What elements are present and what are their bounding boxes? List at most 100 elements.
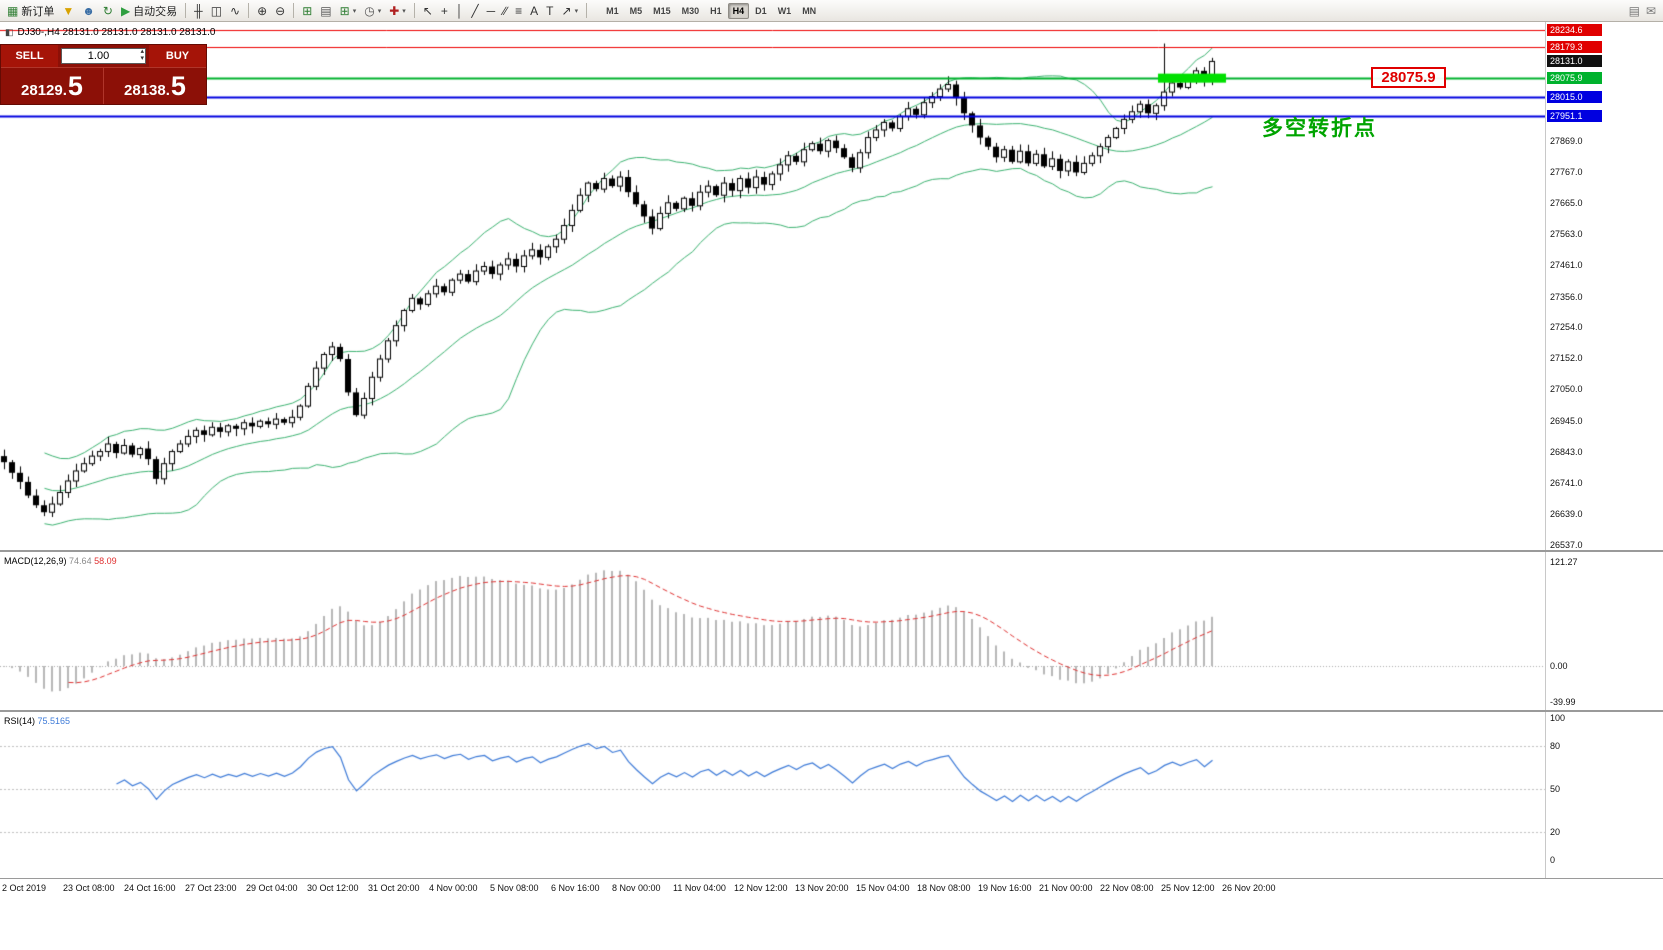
chart-candles-type-icon: ◫: [210, 3, 223, 18]
sell-price-main: 28129.: [21, 82, 67, 99]
zoom-out-icon: ⊖: [275, 3, 286, 18]
macd-axis-tick: -39.99: [1550, 697, 1576, 707]
dropdown-arrow-icon: ▾: [377, 7, 382, 15]
timeframe-h1-button[interactable]: H1: [710, 5, 722, 16]
time-axis-label: 13 Nov 20:00: [795, 883, 849, 893]
rsi-axis-tick: 20: [1550, 826, 1561, 837]
timeframe-w1-button[interactable]: W1: [777, 5, 792, 16]
time-axis-label: 31 Oct 20:00: [368, 883, 420, 893]
macd-axis-tick: 121.27: [1550, 557, 1578, 567]
main-chart-panel: [0, 22, 1545, 550]
time-axis-label: 4 Nov 00:00: [429, 883, 478, 893]
crosshair-button[interactable]: +: [437, 1, 452, 21]
price-axis-tick: 27665.0: [1550, 197, 1583, 208]
label-button[interactable]: T: [542, 1, 557, 21]
toolbar-separator: [248, 3, 250, 18]
trendline-button[interactable]: ╱: [467, 1, 482, 21]
price-axis-badge: 28015.0: [1547, 90, 1602, 103]
periods-button[interactable]: ◷ ▾: [360, 1, 385, 21]
dropdown-arrow-icon: ▾: [352, 7, 357, 15]
chart-annotation-text: 多空转折点: [1262, 117, 1377, 140]
rsi-label: RSI(14) 75.5165: [4, 716, 70, 726]
timeframe-mn-button[interactable]: MN: [802, 5, 817, 16]
price-axis-tick: 27869.0: [1550, 135, 1583, 146]
chart-bars-type-button[interactable]: ╫: [190, 1, 207, 21]
macd-main-value: 74.64: [69, 556, 92, 566]
time-axis-label: 23 Oct 08:00: [63, 883, 115, 893]
time-axis-label: 8 Nov 00:00: [612, 883, 661, 893]
indicators-button[interactable]: ✚ ▾: [385, 1, 410, 21]
buy-button[interactable]: BUY: [149, 45, 206, 67]
buy-price[interactable]: 28138. 5: [103, 68, 206, 104]
sell-price[interactable]: 28129. 5: [1, 68, 103, 104]
funnel-icon-icon: ▼: [62, 3, 75, 18]
rsi-axis-tick: 0: [1550, 855, 1556, 865]
tile-windows-button[interactable]: ⊞: [298, 1, 316, 21]
main-toolbar: ▦ 新订单 ▼ ☻ ↻ ▶ 自动交易 ╫ ◫ ∿ ⊕ ⊖ ⊞ ▤ ⊞ ▾ ◷ ▾ ✚ ▾ ↖ + │ ╱ ─ ∕∕ ≡ A T ↗ ▾ M1 M…: [0, 0, 1663, 22]
candlestick-chart-canvas[interactable]: [0, 22, 1545, 550]
price-axis-tick: 26741.0: [1550, 478, 1583, 489]
time-axis-label: 18 Nov 08:00: [917, 883, 971, 893]
time-axis-label: 15 Nov 04:00: [856, 883, 910, 893]
timeframe-m1-button[interactable]: M1: [606, 5, 619, 16]
toolbar-separator: [586, 3, 588, 18]
timeframe-d1-button[interactable]: D1: [755, 5, 767, 16]
refresh-icon-button[interactable]: ↻: [99, 1, 117, 21]
volume-up-button[interactable]: ▴: [140, 48, 144, 55]
new-chart-button[interactable]: ⊞ ▾: [336, 1, 361, 21]
time-axis-label: 5 Nov 08:00: [490, 883, 539, 893]
macd-chart-canvas[interactable]: [0, 552, 1545, 710]
autotrade-button[interactable]: ▶ 自动交易: [117, 1, 181, 21]
arrows-button[interactable]: ↗ ▾: [558, 1, 583, 21]
sell-button[interactable]: SELL: [1, 45, 58, 67]
price-axis-tick: 27767.0: [1550, 166, 1583, 177]
vertical-line-button[interactable]: │: [452, 1, 468, 21]
new-order-button-label: 新订单: [21, 5, 55, 18]
rsi-chart-canvas[interactable]: [0, 712, 1545, 878]
rsi-title: RSI(14): [4, 716, 36, 726]
crosshair-icon: +: [440, 3, 448, 18]
horizontal-line-button[interactable]: ─: [483, 1, 500, 21]
timeframe-m5-button[interactable]: M5: [629, 5, 643, 16]
time-axis[interactable]: 2 Oct 2019 23 Oct 08:00 24 Oct 16:00 27 Oct…: [0, 879, 1663, 900]
status-icon-a[interactable]: ▤: [1628, 3, 1640, 18]
macd-indicator-panel: MACD(12,26,9) 74.64 58.09: [0, 552, 1545, 710]
status-icon-b[interactable]: ✉: [1645, 3, 1656, 18]
timeframe-m15-button[interactable]: M15: [653, 5, 671, 16]
price-axis-tick: 26639.0: [1550, 509, 1583, 520]
funnel-icon-button[interactable]: ▼: [58, 1, 78, 21]
time-axis-label: 12 Nov 12:00: [734, 883, 788, 893]
panel-splitter-rsi[interactable]: [0, 710, 1663, 712]
zoom-out-button[interactable]: ⊖: [271, 1, 289, 21]
price-axis-badge: 27951.1: [1547, 110, 1602, 122]
channel-button[interactable]: ∕∕: [499, 1, 511, 21]
volume-input[interactable]: [61, 48, 146, 64]
panel-splitter-macd[interactable]: [0, 550, 1663, 552]
dropdown-arrow-icon: ▾: [574, 7, 579, 15]
chart-candles-type-button[interactable]: ◫: [207, 1, 226, 21]
auto-arrange-button[interactable]: ▤: [316, 1, 335, 21]
price-axis[interactable]: 27869.0 27767.0 27665.0 27563.0 27461.0 27356…: [1545, 22, 1663, 550]
macd-label: MACD(12,26,9) 74.64 58.09: [4, 556, 117, 566]
time-axis-label: 6 Nov 16:00: [551, 883, 600, 893]
accounts-icon-icon: ☻: [82, 3, 95, 18]
cursor-button[interactable]: ↖: [419, 1, 437, 21]
label-icon: T: [546, 3, 554, 18]
time-axis-label: 29 Oct 04:00: [246, 883, 298, 893]
accounts-icon-button[interactable]: ☻: [78, 1, 99, 21]
zoom-in-button[interactable]: ⊕: [253, 1, 271, 21]
price-axis-tick: 26843.0: [1550, 447, 1583, 458]
timeframe-m30-button[interactable]: M30: [681, 5, 700, 16]
fibonacci-button[interactable]: ≡: [511, 1, 526, 21]
volume-down-button[interactable]: ▾: [140, 55, 144, 62]
price-axis-badge: 28179.3: [1547, 40, 1602, 53]
timeframe-h4-button[interactable]: H4: [727, 2, 750, 19]
toolbar-separator: [293, 3, 295, 18]
chart-line-type-button[interactable]: ∿: [226, 1, 244, 21]
text-button[interactable]: A: [526, 1, 542, 21]
toolbar-separator: [413, 3, 415, 18]
macd-title: MACD(12,26,9): [4, 556, 67, 566]
macd-axis: 121.27 0.00 -39.99: [1545, 552, 1663, 710]
new-order-button[interactable]: ▦ 新订单: [3, 1, 58, 21]
time-axis-label: 19 Nov 16:00: [978, 883, 1032, 893]
